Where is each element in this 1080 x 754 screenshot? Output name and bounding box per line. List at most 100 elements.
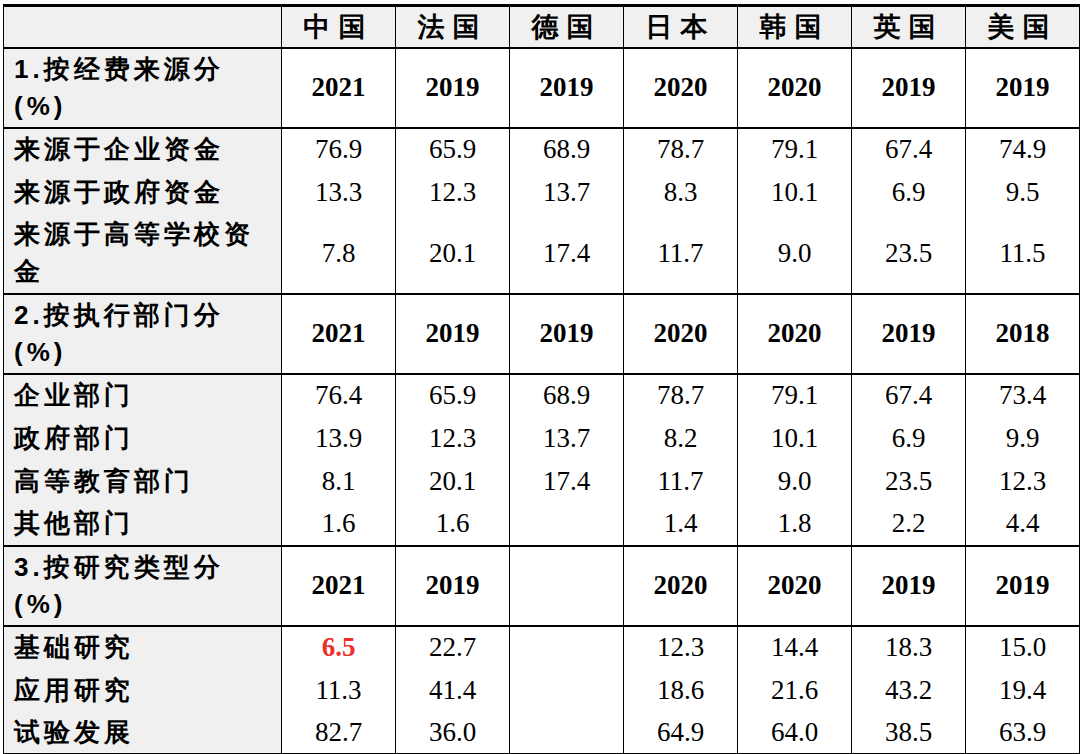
row-label: 政府部门	[4, 417, 282, 460]
section-2-header-row: 2.按执行部门分 (%) 2021 2019 2019 2020 2020 20…	[4, 294, 1080, 374]
row-label: 试验发展	[4, 712, 282, 754]
value-cell: 7.8	[282, 214, 396, 294]
value-cell: 67.4	[852, 374, 966, 417]
year-cell: 2021	[282, 294, 396, 374]
year-cell: 2021	[282, 546, 396, 626]
value-cell: 76.4	[282, 374, 396, 417]
value-cell: 64.9	[624, 712, 738, 754]
value-cell: 17.4	[510, 214, 624, 294]
row-label: 其他部门	[4, 503, 282, 546]
year-cell: 2020	[624, 48, 738, 128]
value-cell: 2.2	[852, 503, 966, 546]
value-cell: 74.9	[966, 128, 1080, 171]
value-cell: 8.2	[624, 417, 738, 460]
value-cell: 17.4	[510, 460, 624, 503]
value-cell: 15.0	[966, 626, 1080, 669]
value-cell: 6.9	[852, 417, 966, 460]
value-cell: 1.4	[624, 503, 738, 546]
value-cell: 9.0	[738, 460, 852, 503]
year-cell: 2020	[624, 294, 738, 374]
year-cell: 2019	[510, 48, 624, 128]
value-cell: 12.3	[624, 626, 738, 669]
value-cell: 82.7	[282, 712, 396, 754]
year-cell: 2019	[396, 294, 510, 374]
value-cell: 4.4	[966, 503, 1080, 546]
row-label: 来源于企业资金	[4, 128, 282, 171]
year-cell: 2019	[852, 294, 966, 374]
value-cell: 13.9	[282, 417, 396, 460]
year-cell: 2019	[966, 546, 1080, 626]
year-cell: 2019	[852, 546, 966, 626]
row-label: 来源于政府资金	[4, 171, 282, 214]
value-cell: 68.9	[510, 128, 624, 171]
row-label: 基础研究	[4, 626, 282, 669]
row-label: 企业部门	[4, 374, 282, 417]
value-cell: 78.7	[624, 374, 738, 417]
value-cell: 36.0	[396, 712, 510, 754]
table-header-row: 中国 法国 德国 日本 韩国 英国 美国	[4, 6, 1080, 48]
value-cell: 19.4	[966, 669, 1080, 712]
country-header-japan: 日本	[624, 6, 738, 48]
value-cell: 23.5	[852, 460, 966, 503]
value-cell: 23.5	[852, 214, 966, 294]
country-header-usa: 美国	[966, 6, 1080, 48]
value-cell: 13.7	[510, 417, 624, 460]
value-cell: 11.7	[624, 460, 738, 503]
year-cell: 2021	[282, 48, 396, 128]
value-cell: 11.5	[966, 214, 1080, 294]
value-cell: 1.8	[738, 503, 852, 546]
year-cell: 2020	[738, 294, 852, 374]
year-cell: 2020	[738, 48, 852, 128]
year-cell: 2019	[966, 48, 1080, 128]
section-3-title: 3.按研究类型分 (%)	[4, 546, 282, 626]
value-cell: 12.3	[396, 171, 510, 214]
year-cell: 2019	[510, 294, 624, 374]
value-cell: 10.1	[738, 171, 852, 214]
value-cell: 13.7	[510, 171, 624, 214]
table-row-experimental-development: 试验发展 82.7 36.0 64.9 64.0 38.5 63.9	[4, 712, 1080, 754]
value-cell: 78.7	[624, 128, 738, 171]
corner-cell	[4, 6, 282, 48]
table-row-higher-education-funds: 来源于高等学校资金 7.8 20.1 17.4 11.7 9.0 23.5 11…	[4, 214, 1080, 294]
section-3-header-row: 3.按研究类型分 (%) 2021 2019 2020 2020 2019 20…	[4, 546, 1080, 626]
value-cell: 11.7	[624, 214, 738, 294]
value-cell: 1.6	[282, 503, 396, 546]
value-cell	[510, 712, 624, 754]
value-cell: 12.3	[966, 460, 1080, 503]
value-cell: 18.6	[624, 669, 738, 712]
table-row-government-sector: 政府部门 13.9 12.3 13.7 8.2 10.1 6.9 9.9	[4, 417, 1080, 460]
year-cell: 2020	[738, 546, 852, 626]
table-row-basic-research: 基础研究 6.5 22.7 12.3 14.4 18.3 15.0	[4, 626, 1080, 669]
value-cell: 1.6	[396, 503, 510, 546]
year-cell: 2020	[624, 546, 738, 626]
table-row-government-funds: 来源于政府资金 13.3 12.3 13.7 8.3 10.1 6.9 9.5	[4, 171, 1080, 214]
value-cell: 9.0	[738, 214, 852, 294]
country-header-korea: 韩国	[738, 6, 852, 48]
value-cell: 65.9	[396, 374, 510, 417]
value-cell: 21.6	[738, 669, 852, 712]
country-header-france: 法国	[396, 6, 510, 48]
row-label: 来源于高等学校资金	[4, 214, 282, 294]
value-cell: 8.3	[624, 171, 738, 214]
value-cell: 13.3	[282, 171, 396, 214]
rd-statistics-table: 中国 法国 德国 日本 韩国 英国 美国 1.按经费来源分 (%) 2021 2…	[3, 4, 1080, 754]
value-cell: 11.3	[282, 669, 396, 712]
value-cell: 12.3	[396, 417, 510, 460]
country-header-uk: 英国	[852, 6, 966, 48]
section-1-title: 1.按经费来源分 (%)	[4, 48, 282, 128]
value-cell: 64.0	[738, 712, 852, 754]
section-2-title: 2.按执行部门分 (%)	[4, 294, 282, 374]
country-header-germany: 德国	[510, 6, 624, 48]
value-cell	[510, 669, 624, 712]
value-cell: 43.2	[852, 669, 966, 712]
value-cell: 10.1	[738, 417, 852, 460]
year-cell: 2019	[396, 546, 510, 626]
value-cell-highlighted: 6.5	[282, 626, 396, 669]
value-cell: 73.4	[966, 374, 1080, 417]
row-label: 高等教育部门	[4, 460, 282, 503]
value-cell	[510, 503, 624, 546]
year-cell: 2018	[966, 294, 1080, 374]
year-cell: 2019	[852, 48, 966, 128]
value-cell: 8.1	[282, 460, 396, 503]
value-cell: 14.4	[738, 626, 852, 669]
